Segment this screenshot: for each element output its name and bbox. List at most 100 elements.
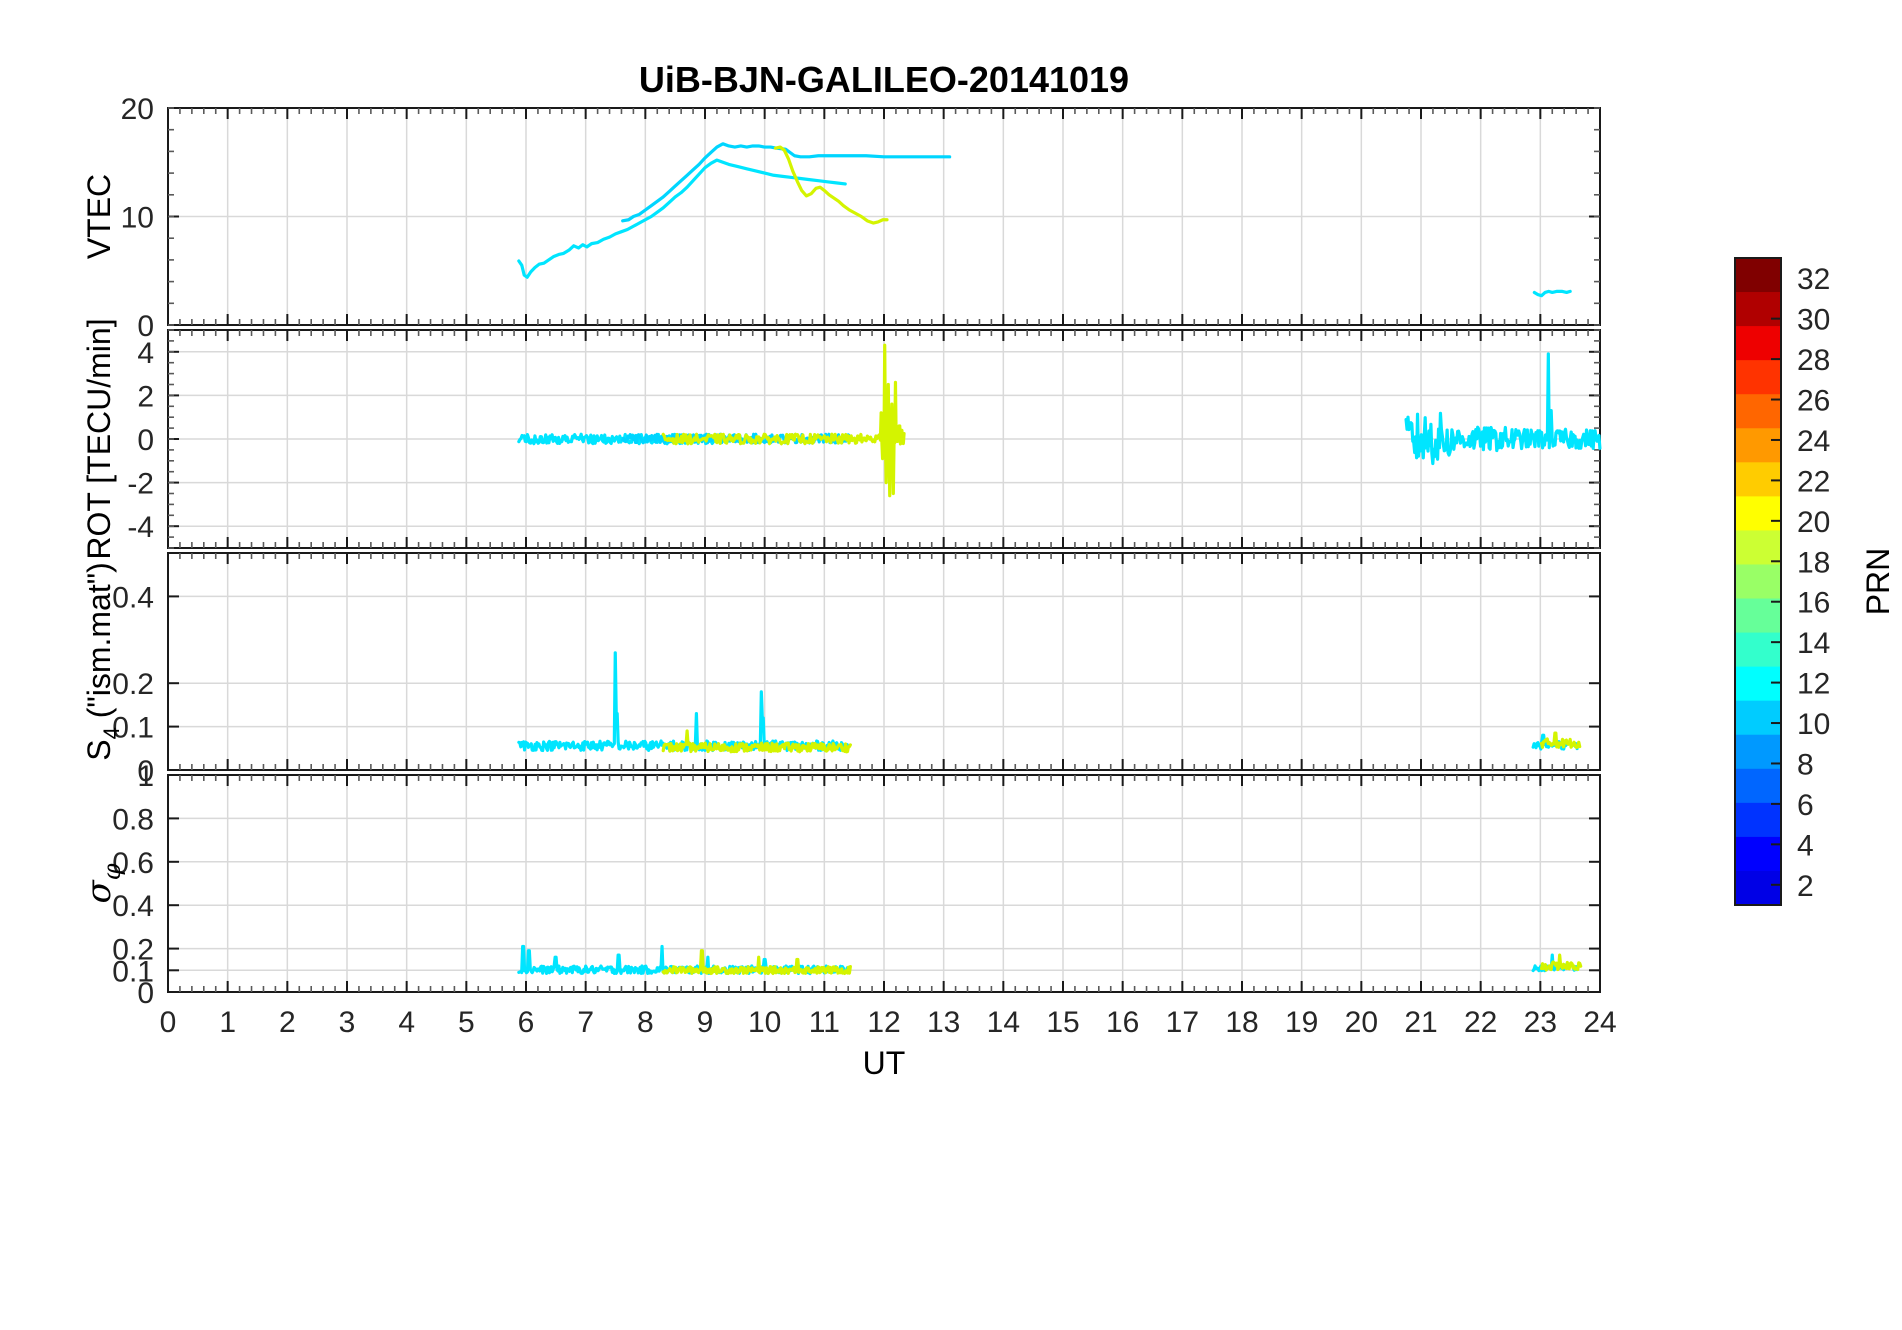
colorbar-tick-label: 4 — [1797, 829, 1814, 862]
colorbar-tick-label: 8 — [1797, 748, 1814, 781]
y-tick-label-vtec: 0 — [137, 310, 154, 343]
colorbar-swatch — [1735, 598, 1781, 634]
y-tick-label-sigma_phi: 0.4 — [112, 890, 154, 923]
y-tick-label-rot: -4 — [127, 511, 154, 544]
colorbar-tick-label: 32 — [1797, 263, 1830, 296]
x-tick-label: 0 — [160, 1006, 177, 1039]
x-tick-label: 9 — [697, 1006, 714, 1039]
colorbar-swatch — [1735, 258, 1781, 293]
x-tick-label: 8 — [637, 1006, 654, 1039]
x-tick-label: 15 — [1046, 1006, 1079, 1039]
colorbar-swatch — [1735, 802, 1781, 838]
colorbar-swatch — [1735, 870, 1781, 906]
rot-series-cyan-evening — [1404, 352, 1602, 466]
colorbar-swatch — [1735, 360, 1781, 395]
colorbar-swatch — [1735, 530, 1781, 566]
colorbar-swatch — [1735, 496, 1781, 532]
y-axis-label-sigma-phi: σφ — [79, 863, 126, 903]
sigma-series-green-evening — [1539, 953, 1583, 972]
vtec-series-1 — [621, 142, 952, 223]
vtec-series-3 — [1532, 289, 1572, 298]
colorbar-tick-label: 24 — [1797, 425, 1830, 458]
x-tick-label: 22 — [1464, 1006, 1497, 1039]
y-tick-label-sigma_phi: 0.1 — [112, 955, 154, 988]
x-axis-label: UT — [863, 1045, 906, 1081]
s4-series-green — [661, 729, 852, 754]
y-tick-label-s4: 0 — [137, 755, 154, 788]
x-tick-label: 6 — [518, 1006, 535, 1039]
panel-sigma_phi — [167, 774, 1601, 993]
vtec-series-2 — [773, 145, 889, 225]
panel-vtec — [167, 107, 1601, 326]
x-tick-label: 23 — [1524, 1006, 1557, 1039]
x-tick-label: 10 — [748, 1006, 781, 1039]
x-tick-label: 13 — [927, 1006, 960, 1039]
y-tick-label-vtec: 20 — [121, 93, 154, 126]
y-axis-label-s4: S4 ("ism.mat") — [81, 562, 124, 761]
colorbar-swatch — [1735, 700, 1781, 736]
y-tick-label-rot: 2 — [137, 380, 154, 413]
y-axis-label-s4-text: S4 ("ism.mat") — [81, 562, 124, 761]
x-tick-label: 14 — [987, 1006, 1020, 1039]
colorbar-swatch — [1735, 292, 1781, 327]
x-tick-label: 21 — [1404, 1006, 1437, 1039]
y-tick-label-sigma_phi: 0.2 — [112, 934, 154, 967]
y-axis-label-rot: ROT [TECU/min] — [81, 318, 117, 559]
x-tick-label: 7 — [577, 1006, 594, 1039]
s4-series-green-evening — [1539, 731, 1582, 749]
y-tick-label-rot: -2 — [127, 468, 154, 501]
x-tick-label: 24 — [1583, 1006, 1616, 1039]
x-tick-label: 2 — [279, 1006, 296, 1039]
x-tick-label: 12 — [867, 1006, 900, 1039]
colorbar-tick-label: 28 — [1797, 344, 1830, 377]
rot-series-green-spikes — [875, 343, 906, 498]
x-tick-label: 19 — [1285, 1006, 1318, 1039]
x-tick-label: 3 — [339, 1006, 356, 1039]
y-axis-label-sigma-phi-text: σφ — [79, 863, 126, 903]
rot-series-green-a — [661, 432, 879, 446]
y-tick-label-sigma_phi: 0 — [137, 977, 154, 1010]
x-tick-label: 4 — [398, 1006, 415, 1039]
colorbar-swatch — [1735, 564, 1781, 600]
colorbar-tick-label: 26 — [1797, 385, 1830, 418]
panel-s4 — [167, 552, 1601, 771]
y-tick-label-rot: 4 — [137, 337, 154, 370]
colorbar-tick-label: 2 — [1797, 870, 1814, 903]
figure-title: UiB-BJN-GALILEO-20141019 — [639, 59, 1129, 100]
y-tick-label-s4: 0.2 — [112, 668, 154, 701]
y-tick-label-s4: 0.4 — [112, 581, 154, 614]
colorbar-swatch — [1735, 666, 1781, 702]
y-tick-label-sigma_phi: 0.6 — [112, 847, 154, 880]
x-tick-label: 20 — [1345, 1006, 1378, 1039]
y-tick-label-rot: 0 — [137, 424, 154, 457]
y-tick-label-vtec: 10 — [121, 202, 154, 235]
vtec-series-0 — [517, 158, 847, 279]
x-tick-label: 11 — [809, 1006, 840, 1039]
colorbar-swatch — [1735, 428, 1781, 463]
colorbar-tick-label: 6 — [1797, 789, 1814, 822]
colorbar-frame — [1734, 257, 1782, 906]
x-tick-label: 17 — [1166, 1006, 1199, 1039]
s4-series-cyan-morning — [517, 651, 849, 753]
x-tick-label: 1 — [219, 1006, 236, 1039]
y-axis-label-vtec: VTEC — [81, 174, 117, 259]
y-tick-label-sigma_phi: 1 — [137, 760, 154, 793]
colorbar-swatch — [1735, 326, 1781, 361]
colorbar-swatch — [1735, 836, 1781, 872]
colorbar-tick-label: 22 — [1797, 465, 1830, 498]
x-tick-label: 16 — [1106, 1006, 1139, 1039]
x-tick-label: 18 — [1225, 1006, 1258, 1039]
colorbar-tick-label: 18 — [1797, 546, 1830, 579]
colorbar-tick-label: 10 — [1797, 708, 1830, 741]
colorbar-label: PRN — [1860, 548, 1896, 616]
colorbar-tick-label: 12 — [1797, 668, 1830, 701]
colorbar-swatch — [1735, 632, 1781, 668]
colorbar-swatch — [1735, 768, 1781, 804]
colorbar-tick-label: 20 — [1797, 506, 1830, 539]
colorbar-tick-label: 30 — [1797, 304, 1830, 337]
colorbar-tick-label: 14 — [1797, 627, 1830, 660]
colorbar-tick-label: 16 — [1797, 587, 1830, 620]
